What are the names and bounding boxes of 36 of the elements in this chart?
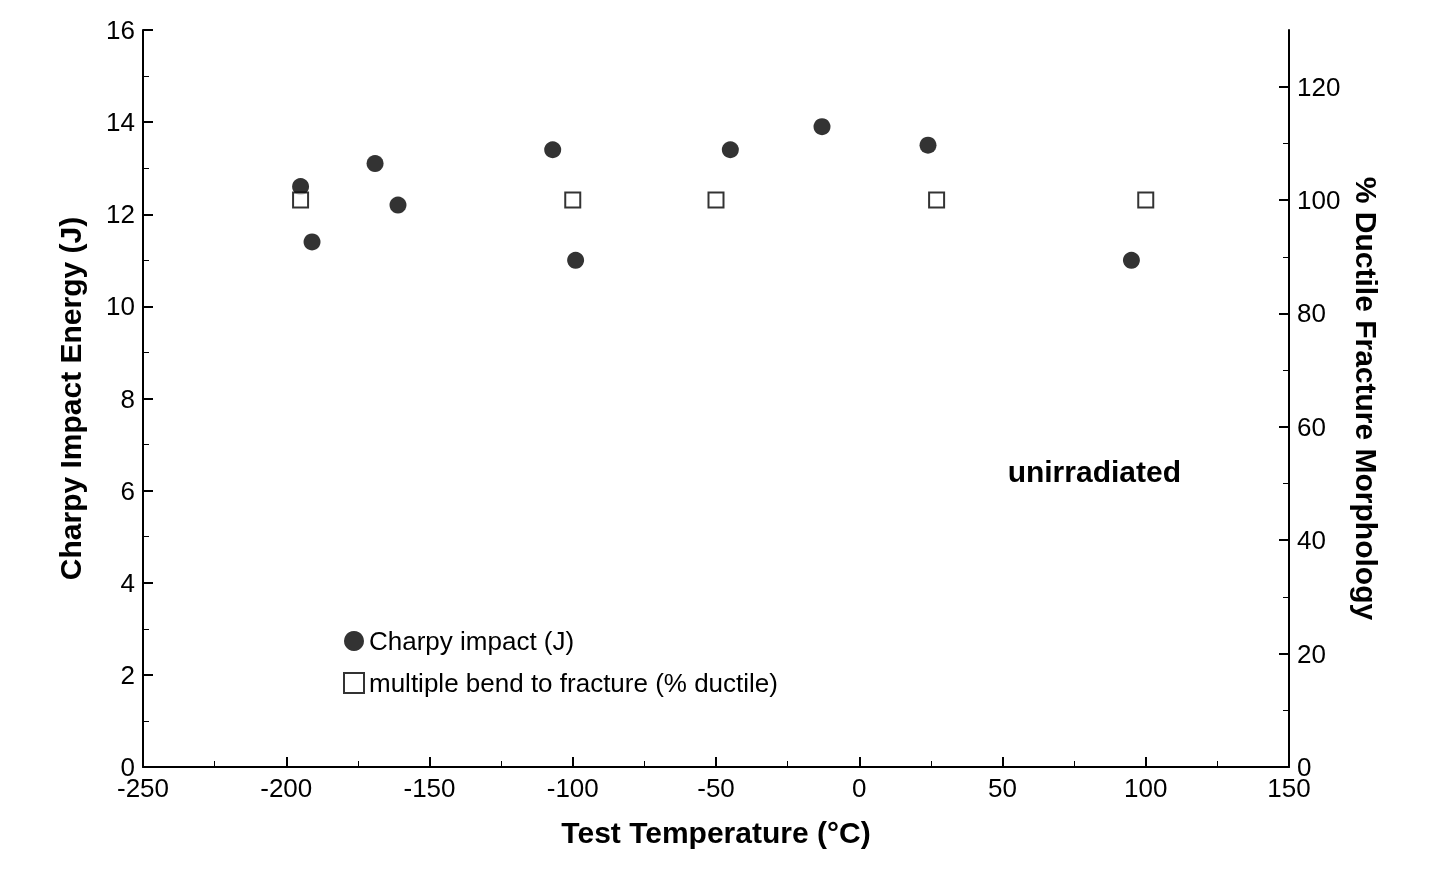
y2-tick-label: 120 [1297, 71, 1341, 102]
x-tick-label: -50 [697, 773, 735, 803]
y-tick-label: 8 [120, 383, 135, 414]
x-tick-label: 0 [852, 773, 867, 803]
legend-label: multiple bend to fracture (% ductile) [369, 668, 778, 698]
point [303, 233, 321, 251]
x-tick-label: -200 [260, 773, 313, 803]
point [389, 196, 407, 214]
y-tick-label: 2 [120, 659, 135, 690]
y2-tick-label: 100 [1297, 185, 1341, 216]
y2-axis-title: % Ductile Fracture Morphology [1349, 176, 1383, 621]
y2-tick-label: 60 [1297, 411, 1326, 442]
y-tick-label: 4 [120, 567, 135, 598]
point [721, 141, 739, 159]
y-tick-label: 10 [106, 291, 135, 322]
x-tick-label: 50 [988, 773, 1017, 803]
point [1122, 251, 1140, 269]
point [813, 118, 831, 136]
point [544, 141, 562, 159]
y-tick-label: 16 [106, 15, 135, 45]
x-tick-label: -100 [546, 773, 599, 803]
y2-tick-label: 80 [1297, 298, 1326, 329]
y2-tick-label: 40 [1297, 525, 1326, 556]
x-tick-label: 100 [1124, 773, 1168, 803]
annotation: unirradiated [1007, 454, 1182, 488]
x-axis-title: Test Temperature (°C) [561, 815, 871, 849]
point [567, 251, 585, 269]
point [919, 136, 937, 154]
point [366, 155, 384, 173]
y-tick-label: 6 [120, 475, 135, 506]
y-axis-title: Charpy Impact Energy (J) [53, 216, 87, 581]
y-tick-label: 12 [106, 199, 135, 230]
y-tick-label: 14 [106, 107, 135, 138]
y2-tick-label: 20 [1297, 638, 1326, 669]
legend-label: Charpy impact (J) [369, 626, 575, 656]
x-tick-label: -150 [403, 773, 456, 803]
